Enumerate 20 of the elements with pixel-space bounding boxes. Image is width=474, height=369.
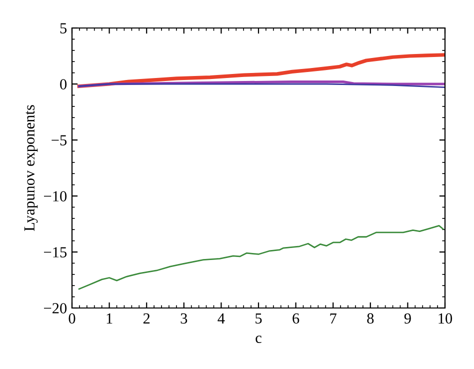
y-tick-label: −20 <box>44 303 67 314</box>
x-tick-label: 5 <box>256 313 262 324</box>
y-tick-label: −10 <box>44 191 67 202</box>
x-tick-label: 10 <box>438 313 452 324</box>
x-tick-label: 1 <box>106 313 112 324</box>
line-series <box>78 224 444 290</box>
y-tick-label: 5 <box>60 23 67 34</box>
y-tick-label: −5 <box>52 135 67 146</box>
x-tick-label: 4 <box>218 313 225 324</box>
y-tick-label: −15 <box>44 247 67 258</box>
y-axis-title: Lyapunov exponents <box>24 105 38 231</box>
x-tick-label: 3 <box>180 313 188 324</box>
x-axis-title: c <box>256 336 262 344</box>
x-tick-label: 7 <box>330 313 336 324</box>
y-tick-label: 0 <box>60 79 67 90</box>
x-tick-label: 9 <box>404 313 411 324</box>
x-tick-label: 0 <box>68 313 76 324</box>
x-tick-label: 8 <box>367 313 374 324</box>
x-tick-label: 2 <box>143 313 150 324</box>
x-tick-label: 6 <box>292 313 300 324</box>
